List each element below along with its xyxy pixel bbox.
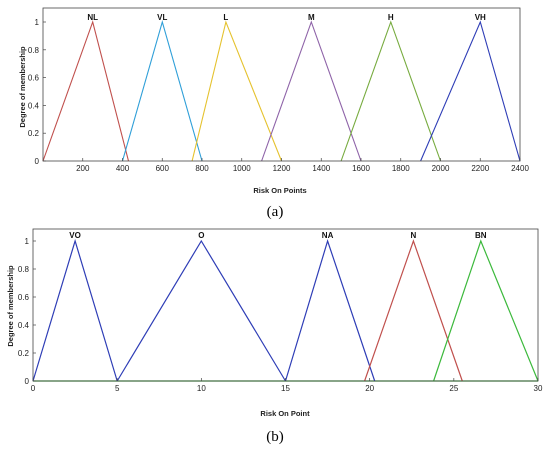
chart-b-label-n: N (411, 231, 417, 240)
chart-a-series-vl (121, 19, 203, 162)
chart-b-xlabel: Risk On Point (260, 409, 310, 418)
chart-b-xtick-label: 30 (534, 384, 543, 393)
chart-a-series-h (340, 20, 442, 162)
chart-a-ytick-label: 0 (35, 157, 40, 166)
chart-a-xlabel: Risk On Points (253, 186, 306, 195)
chart-b-ytick-label: 0.4 (18, 321, 30, 330)
chart-b-ytick-label: 1 (25, 237, 30, 246)
chart-a-xtick-label: 1200 (273, 164, 291, 173)
chart-b-label-na: NA (322, 231, 334, 240)
chart-a-xtick-label: 1800 (392, 164, 410, 173)
chart-a-series-m (261, 20, 362, 162)
panel-label-a: (a) (267, 204, 284, 220)
chart-b-xtick-label: 20 (365, 384, 374, 393)
chart-b-xtick-label: 0 (31, 384, 36, 393)
chart-b-label-o: O (198, 231, 204, 240)
chart-b-ytick-label: 0.2 (18, 349, 30, 358)
chart-a-xtick-label: 600 (156, 164, 170, 173)
chart-a-xtick-label: 1400 (312, 164, 330, 173)
chart-a-series-l (191, 20, 283, 162)
chart-b: Degree of membership Risk On Point VO O NA… (6, 228, 543, 445)
panel-label-b: (b) (266, 429, 284, 445)
chart-a-series-nl (42, 20, 130, 162)
chart-a: Degree of membership Risk On Points NL VL… (18, 7, 529, 220)
chart-a-label-nl: NL (87, 13, 98, 22)
chart-a-ytick-label: 1 (35, 18, 40, 27)
chart-a-xtick-label: 1600 (352, 164, 370, 173)
chart-a-xtick-label: 2400 (511, 164, 529, 173)
chart-b-label-vo: VO (69, 231, 81, 240)
chart-a-ytick-label: 0.2 (28, 129, 40, 138)
chart-b-ytick-label: 0 (25, 377, 30, 386)
chart-a-ytick-label: 0.4 (28, 101, 40, 110)
chart-b-xtick-label: 10 (197, 384, 206, 393)
chart-a-xtick-label: 800 (195, 164, 209, 173)
chart-a-label-vl: VL (157, 13, 167, 22)
chart-b-series-vo (32, 238, 118, 382)
chart-a-xtick-label: 400 (116, 164, 130, 173)
chart-a-xtick-label: 2200 (471, 164, 489, 173)
chart-b-series-o (116, 239, 287, 382)
chart-b-label-bn: BN (475, 231, 487, 240)
chart-b-series-n (364, 239, 463, 382)
chart-a-frame (42, 7, 521, 162)
chart-b-ytick-label: 0.8 (18, 265, 30, 274)
chart-a-label-h: H (388, 13, 394, 22)
chart-b-series-bn (433, 239, 539, 382)
chart-b-xtick-label: 5 (115, 384, 120, 393)
chart-b-series-na (284, 239, 376, 382)
chart-a-ytick-label: 0.6 (28, 74, 40, 83)
chart-a-series-vh (420, 20, 521, 162)
chart-a-ytick-label: 0.8 (28, 46, 40, 55)
chart-a-label-m: M (308, 13, 315, 22)
chart-a-label-l: L (223, 13, 228, 22)
chart-b-ytick-label: 0.6 (18, 293, 30, 302)
chart-a-xtick-label: 1000 (233, 164, 251, 173)
chart-a-xtick-label: 2000 (432, 164, 450, 173)
chart-a-xtick-label: 200 (76, 164, 90, 173)
chart-b-ylabel: Degree of membership (6, 265, 15, 347)
chart-a-ylabel: Degree of membership (18, 46, 27, 128)
chart-a-label-vh: VH (475, 13, 486, 22)
chart-b-frame (32, 228, 539, 382)
chart-b-xtick-label: 25 (449, 384, 458, 393)
chart-b-xtick-label: 15 (281, 384, 290, 393)
